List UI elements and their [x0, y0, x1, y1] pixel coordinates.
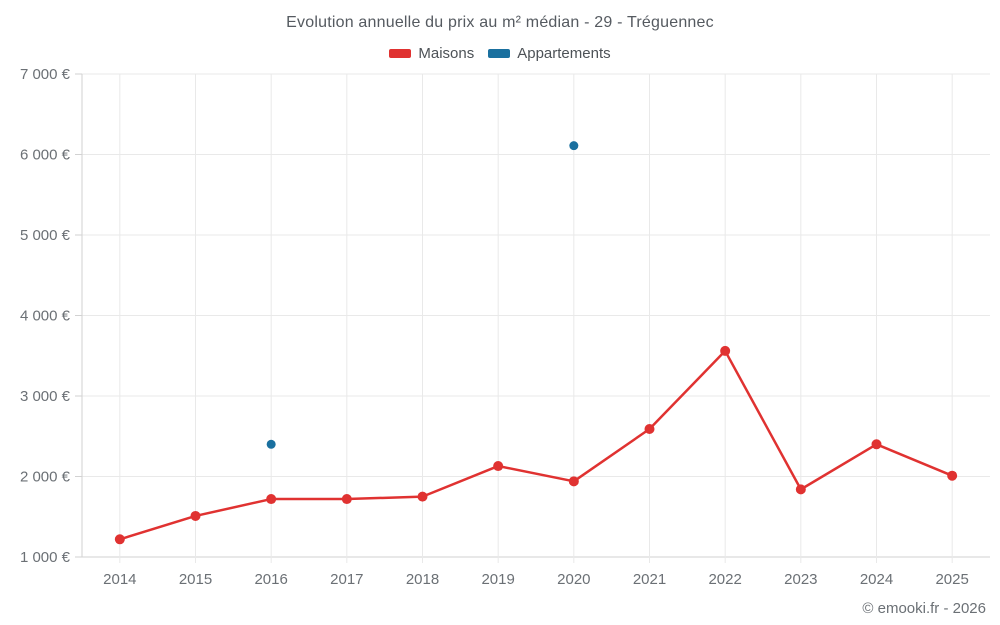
- y-axis-tick-label: 4 000 €: [20, 308, 71, 325]
- x-axis-tick-label: 2014: [103, 571, 136, 588]
- y-axis-tick-label: 3 000 €: [20, 388, 71, 405]
- data-point-appartements-2020[interactable]: [569, 141, 579, 151]
- x-axis-tick-label: 2021: [633, 571, 666, 588]
- legend-label-appartements: Appartements: [517, 45, 611, 62]
- data-point-maisons-2014[interactable]: [114, 534, 125, 545]
- chart-title: Evolution annuelle du prix au m² médian …: [286, 14, 714, 31]
- x-axis-tick-label: 2017: [330, 571, 363, 588]
- y-axis-tick-label: 7 000 €: [20, 66, 71, 83]
- data-point-maisons-2024[interactable]: [871, 439, 882, 450]
- x-axis-tick-label: 2018: [406, 571, 439, 588]
- series-line-maisons: [118, 349, 954, 541]
- x-axis-tick-label: 2023: [784, 571, 817, 588]
- x-axis-tick-label: 2024: [860, 571, 893, 588]
- y-axis-tick-label: 1 000 €: [20, 549, 71, 566]
- legend-swatch-maisons-icon: [389, 49, 412, 58]
- legend-label-maisons: Maisons: [418, 45, 475, 62]
- x-axis-tick-label: 2019: [481, 571, 514, 588]
- x-axis-tick-label: 2020: [557, 571, 590, 588]
- x-axis-tick-label: 2025: [935, 571, 968, 588]
- copyright-credit: © emooki.fr - 2026: [862, 600, 986, 617]
- y-axis-tick-label: 2 000 €: [20, 469, 71, 486]
- chart-legend: Maisons Appartements: [0, 45, 1000, 62]
- data-point-maisons-2016[interactable]: [266, 494, 277, 505]
- data-point-appartements-2016[interactable]: [266, 439, 276, 449]
- y-axis-tick-label: 6 000 €: [20, 147, 71, 164]
- data-point-maisons-2015[interactable]: [190, 510, 201, 521]
- data-point-maisons-2023[interactable]: [795, 484, 806, 495]
- data-point-maisons-2017[interactable]: [341, 494, 352, 505]
- data-point-maisons-2020[interactable]: [568, 476, 579, 487]
- x-axis-tick-label: 2022: [708, 571, 741, 588]
- data-point-maisons-2018[interactable]: [417, 491, 428, 502]
- y-axis-tick-label: 5 000 €: [20, 227, 71, 244]
- data-point-maisons-2022[interactable]: [720, 345, 731, 356]
- x-axis-tick-label: 2016: [254, 571, 287, 588]
- x-axis-tick-label: 2015: [179, 571, 212, 588]
- data-point-maisons-2021[interactable]: [644, 424, 655, 435]
- legend-item-maisons[interactable]: Maisons: [389, 45, 474, 62]
- legend-swatch-appartements-icon: [488, 49, 511, 58]
- legend-item-appartements[interactable]: Appartements: [488, 45, 611, 62]
- data-point-maisons-2019[interactable]: [493, 461, 504, 472]
- data-point-maisons-2025[interactable]: [947, 470, 958, 481]
